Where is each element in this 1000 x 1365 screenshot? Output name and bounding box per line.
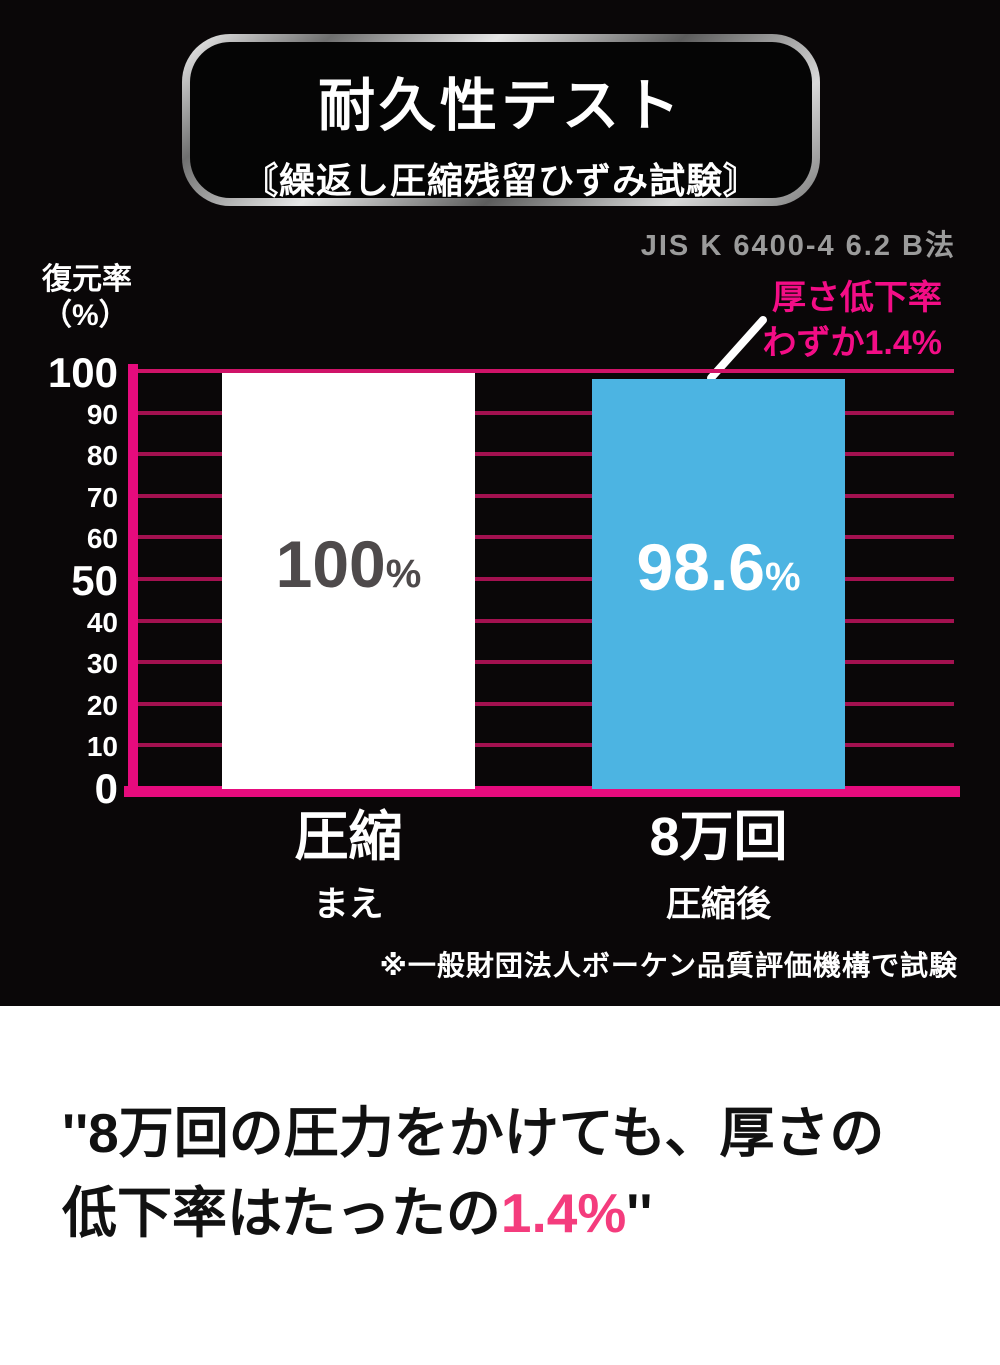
x-category-sub: 圧縮後 — [665, 885, 771, 925]
y-gridline-70 — [138, 493, 954, 498]
y-tick-label-10: 10 — [86, 731, 118, 763]
y-tick-label-80: 80 — [86, 440, 118, 472]
annotation-line2: わずか1.4% — [762, 323, 943, 362]
y-gridline-30 — [138, 660, 954, 665]
y-gridline-20 — [138, 701, 954, 706]
x-category-sub: まえ — [313, 885, 384, 925]
x-category-label-1: 8万回圧縮後 — [569, 806, 869, 927]
title-box: 耐久性テスト 〘繰返し圧縮残留ひずみ試験〙 — [182, 34, 820, 206]
caption-open-quote: '' — [62, 1102, 89, 1164]
y-tick-label-90: 90 — [86, 398, 118, 430]
x-category-main: 圧縮 — [294, 807, 403, 867]
page-subtitle: 〘繰返し圧縮残留ひずみ試験〙 — [241, 160, 760, 201]
y-gridline-100 — [138, 369, 954, 373]
bar-after-80000-compressions: 98.6% — [592, 378, 845, 789]
thickness-loss-annotation: 厚さ低下率 わずか1.4% — [763, 276, 943, 366]
annotation-line1: 厚さ低下率 — [772, 279, 942, 317]
y-gridline-10 — [138, 743, 954, 748]
y-axis-line — [128, 364, 138, 796]
bar-value-percent-sign: % — [385, 552, 422, 597]
bar-value-label: 100% — [222, 531, 475, 597]
bar-value-number: 100 — [275, 527, 386, 602]
page-title: 耐久性テスト — [318, 74, 684, 138]
caption-line2: 低下率はたったの — [62, 1181, 501, 1244]
infographic-panel: 耐久性テスト 〘繰返し圧縮残留ひずみ試験〙 JIS K 6400-4 6.2 B… — [0, 0, 1000, 1006]
summary-caption: ''8万回の圧力をかけても、厚さの 低下率はたったの1.4%'' — [62, 1094, 962, 1254]
y-tick-label-100: 100 — [47, 349, 118, 396]
y-axis-title: 復元率 （%） — [42, 263, 132, 332]
caption-close-quote: '' — [626, 1181, 653, 1244]
y-tick-label-30: 30 — [86, 648, 118, 680]
y-gridline-60 — [138, 535, 954, 540]
y-tick-label-20: 20 — [86, 689, 118, 721]
bar-value-percent-sign: % — [764, 555, 801, 600]
bar-before-compression: 100% — [222, 373, 475, 789]
y-gridline-90 — [138, 410, 954, 415]
y-gridline-50 — [138, 577, 954, 581]
y-tick-label-60: 60 — [86, 523, 118, 555]
bar-value-number: 98.6 — [636, 530, 765, 605]
y-gridline-80 — [138, 452, 954, 457]
test-lab-footnote: ※一般財団法人ボーケン品質評価機構で試験 — [379, 950, 958, 981]
y-tick-label-0: 0 — [94, 765, 118, 812]
y-tick-label-70: 70 — [86, 481, 118, 513]
bar-value-label: 98.6% — [592, 534, 845, 600]
y-gridline-40 — [138, 618, 954, 623]
y-tick-label-40: 40 — [86, 606, 118, 638]
caption-highlight: 1.4% — [500, 1181, 627, 1244]
y-tick-label-50: 50 — [71, 557, 118, 604]
annotation-pointer-line — [707, 316, 767, 382]
plot-area: 0 10 20 30 40 50 60 70 80 90 100 100% 圧縮 まえ 98.6% 8万回 圧縮… — [47, 349, 960, 927]
test-standard-note: JIS K 6400-4 6.2 B法 — [640, 230, 956, 262]
x-axis-line — [124, 786, 960, 797]
x-category-main: 8万回 — [649, 807, 788, 867]
x-category-label-0: 圧縮 まえ — [199, 806, 499, 927]
caption-line1: 8万回の圧力をかけても、厚さの — [88, 1102, 885, 1164]
